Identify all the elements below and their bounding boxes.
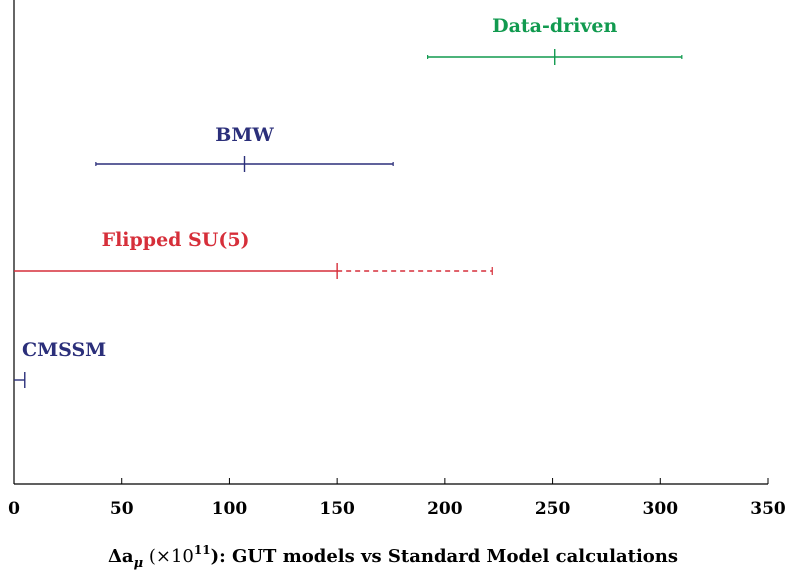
xlabel-sub: μ [134, 556, 144, 571]
series-label-2: Flipped SU(5) [102, 229, 250, 251]
x-tick-label-2: 100 [212, 499, 248, 519]
x-axis-ticks: 0 50 100 150 200 250 300 350 [8, 478, 786, 519]
xlabel-open: (×10 [143, 546, 194, 567]
x-tick-label-4: 200 [427, 499, 463, 519]
series-group: Data-driven BMW Flipped SU(5) CMSSM [14, 15, 683, 388]
xlabel-delta: Δa [108, 546, 134, 567]
xlabel-exp: 11 [194, 543, 211, 557]
series-label-3: CMSSM [22, 339, 106, 361]
series-label-0: Data-driven [492, 15, 617, 37]
x-tick-label-0: 0 [8, 499, 20, 519]
x-tick-label-5: 250 [535, 499, 571, 519]
x-axis-label: Δaμ (×1011): GUT models vs Standard Mode… [108, 543, 678, 571]
x-tick-label-1: 50 [110, 499, 134, 519]
x-tick-label-3: 150 [319, 499, 355, 519]
x-tick-label-6: 300 [643, 499, 679, 519]
series-label-1: BMW [215, 124, 274, 146]
series-1: BMW [95, 124, 394, 172]
series-2: Flipped SU(5) [14, 229, 493, 279]
x-tick-label-7: 350 [750, 499, 786, 519]
series-3: CMSSM [14, 339, 106, 388]
series-0: Data-driven [427, 15, 683, 65]
xlabel-rest: ): GUT models vs Standard Model calculat… [211, 546, 678, 567]
